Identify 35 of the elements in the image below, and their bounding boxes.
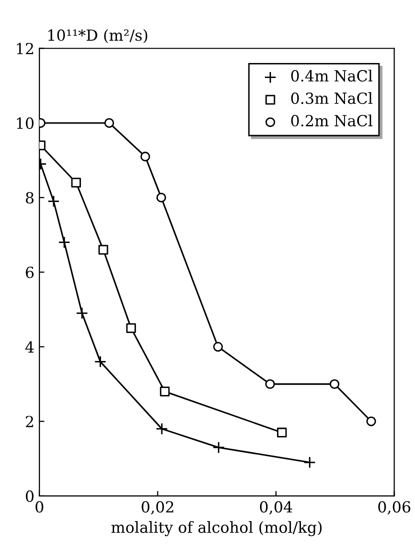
point bbox=[58, 236, 70, 248]
y-tick-label: 6 bbox=[26, 266, 34, 278]
x-tick-label: 0 bbox=[36, 501, 44, 513]
x-axis-title: molality of alcohol (mol/kg) bbox=[111, 521, 322, 536]
y-tick-label: 0 bbox=[26, 490, 34, 502]
point bbox=[212, 441, 225, 454]
point bbox=[104, 118, 114, 128]
point bbox=[213, 342, 223, 352]
point bbox=[76, 307, 88, 320]
point bbox=[140, 152, 150, 162]
x-tick-label: 0,06 bbox=[378, 501, 410, 515]
x-tick-label: 0,04 bbox=[260, 501, 292, 515]
point bbox=[156, 192, 166, 202]
point bbox=[94, 356, 106, 368]
point bbox=[156, 422, 168, 435]
y-axis-title: 10¹¹*D (m²/s) bbox=[48, 29, 148, 44]
point bbox=[98, 244, 108, 255]
legend-label: 0.3m NaCl bbox=[291, 92, 372, 104]
y-tick-label: 10 bbox=[16, 117, 34, 129]
point bbox=[160, 386, 170, 396]
point bbox=[71, 178, 81, 188]
y-tick-label: 4 bbox=[25, 341, 34, 353]
x-tick-label: 0,02 bbox=[142, 501, 174, 515]
y-tick-label: 8 bbox=[26, 192, 34, 204]
y-tick-label: 12 bbox=[16, 42, 34, 54]
point bbox=[48, 195, 60, 208]
point bbox=[330, 379, 340, 389]
point bbox=[304, 456, 316, 468]
point bbox=[126, 323, 136, 333]
legend-label: 0.4m NaCl bbox=[291, 70, 372, 82]
legend-label: 0.2m NaCl bbox=[291, 114, 372, 126]
point bbox=[277, 428, 287, 438]
y-tick-label: 2 bbox=[26, 416, 34, 428]
point bbox=[366, 416, 376, 426]
point bbox=[265, 379, 275, 389]
